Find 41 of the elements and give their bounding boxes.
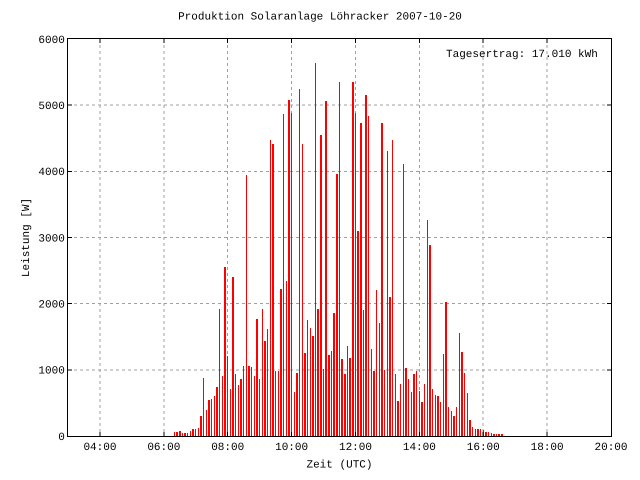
- bar: [413, 374, 415, 436]
- y-tick-label: 3000: [38, 233, 65, 246]
- bar: [352, 82, 354, 436]
- bar: [381, 123, 383, 436]
- bar: [325, 101, 327, 436]
- bar: [365, 95, 367, 436]
- bar: [485, 432, 487, 436]
- y-tick-label: 0: [58, 432, 65, 444]
- y-tick-label: 1000: [38, 366, 65, 378]
- bar: [272, 144, 274, 436]
- x-tick-label: 08:00: [211, 442, 244, 454]
- bar: [437, 396, 439, 436]
- chart-title: Produktion Solaranlage Löhracker 2007-10-20: [178, 12, 462, 24]
- y-tick-label: 4000: [38, 167, 65, 180]
- x-tick-label: 18:00: [530, 442, 564, 454]
- y-axis-title: Leistung [W]: [21, 198, 34, 278]
- bar: [192, 429, 194, 436]
- bar: [208, 400, 210, 436]
- x-tick-label: 14:00: [402, 442, 436, 454]
- bar: [179, 431, 181, 436]
- bar: [176, 432, 178, 436]
- y-tick-label: 6000: [38, 34, 65, 47]
- x-tick-label: 06:00: [147, 442, 180, 454]
- bar: [184, 433, 186, 436]
- annotation: Tagesertrag: 17.010 kWh: [446, 49, 598, 61]
- bar: [288, 100, 290, 436]
- x-axis-title: Zeit (UTC): [306, 459, 373, 472]
- bar: [232, 277, 234, 436]
- bar: [320, 135, 322, 436]
- x-tick-label: 12:00: [338, 442, 372, 454]
- bar: [477, 429, 479, 436]
- y-tick-label: 2000: [38, 300, 65, 312]
- x-tick-label: 10:00: [275, 442, 308, 454]
- bar: [256, 319, 258, 436]
- bar: [445, 302, 447, 436]
- x-tick-label: 16:00: [466, 442, 500, 454]
- bar: [224, 267, 226, 436]
- x-tick-label: 20:00: [594, 442, 628, 454]
- x-tick-label: 04:00: [83, 442, 116, 454]
- y-tick-label: 5000: [38, 101, 65, 114]
- bar: [360, 123, 362, 436]
